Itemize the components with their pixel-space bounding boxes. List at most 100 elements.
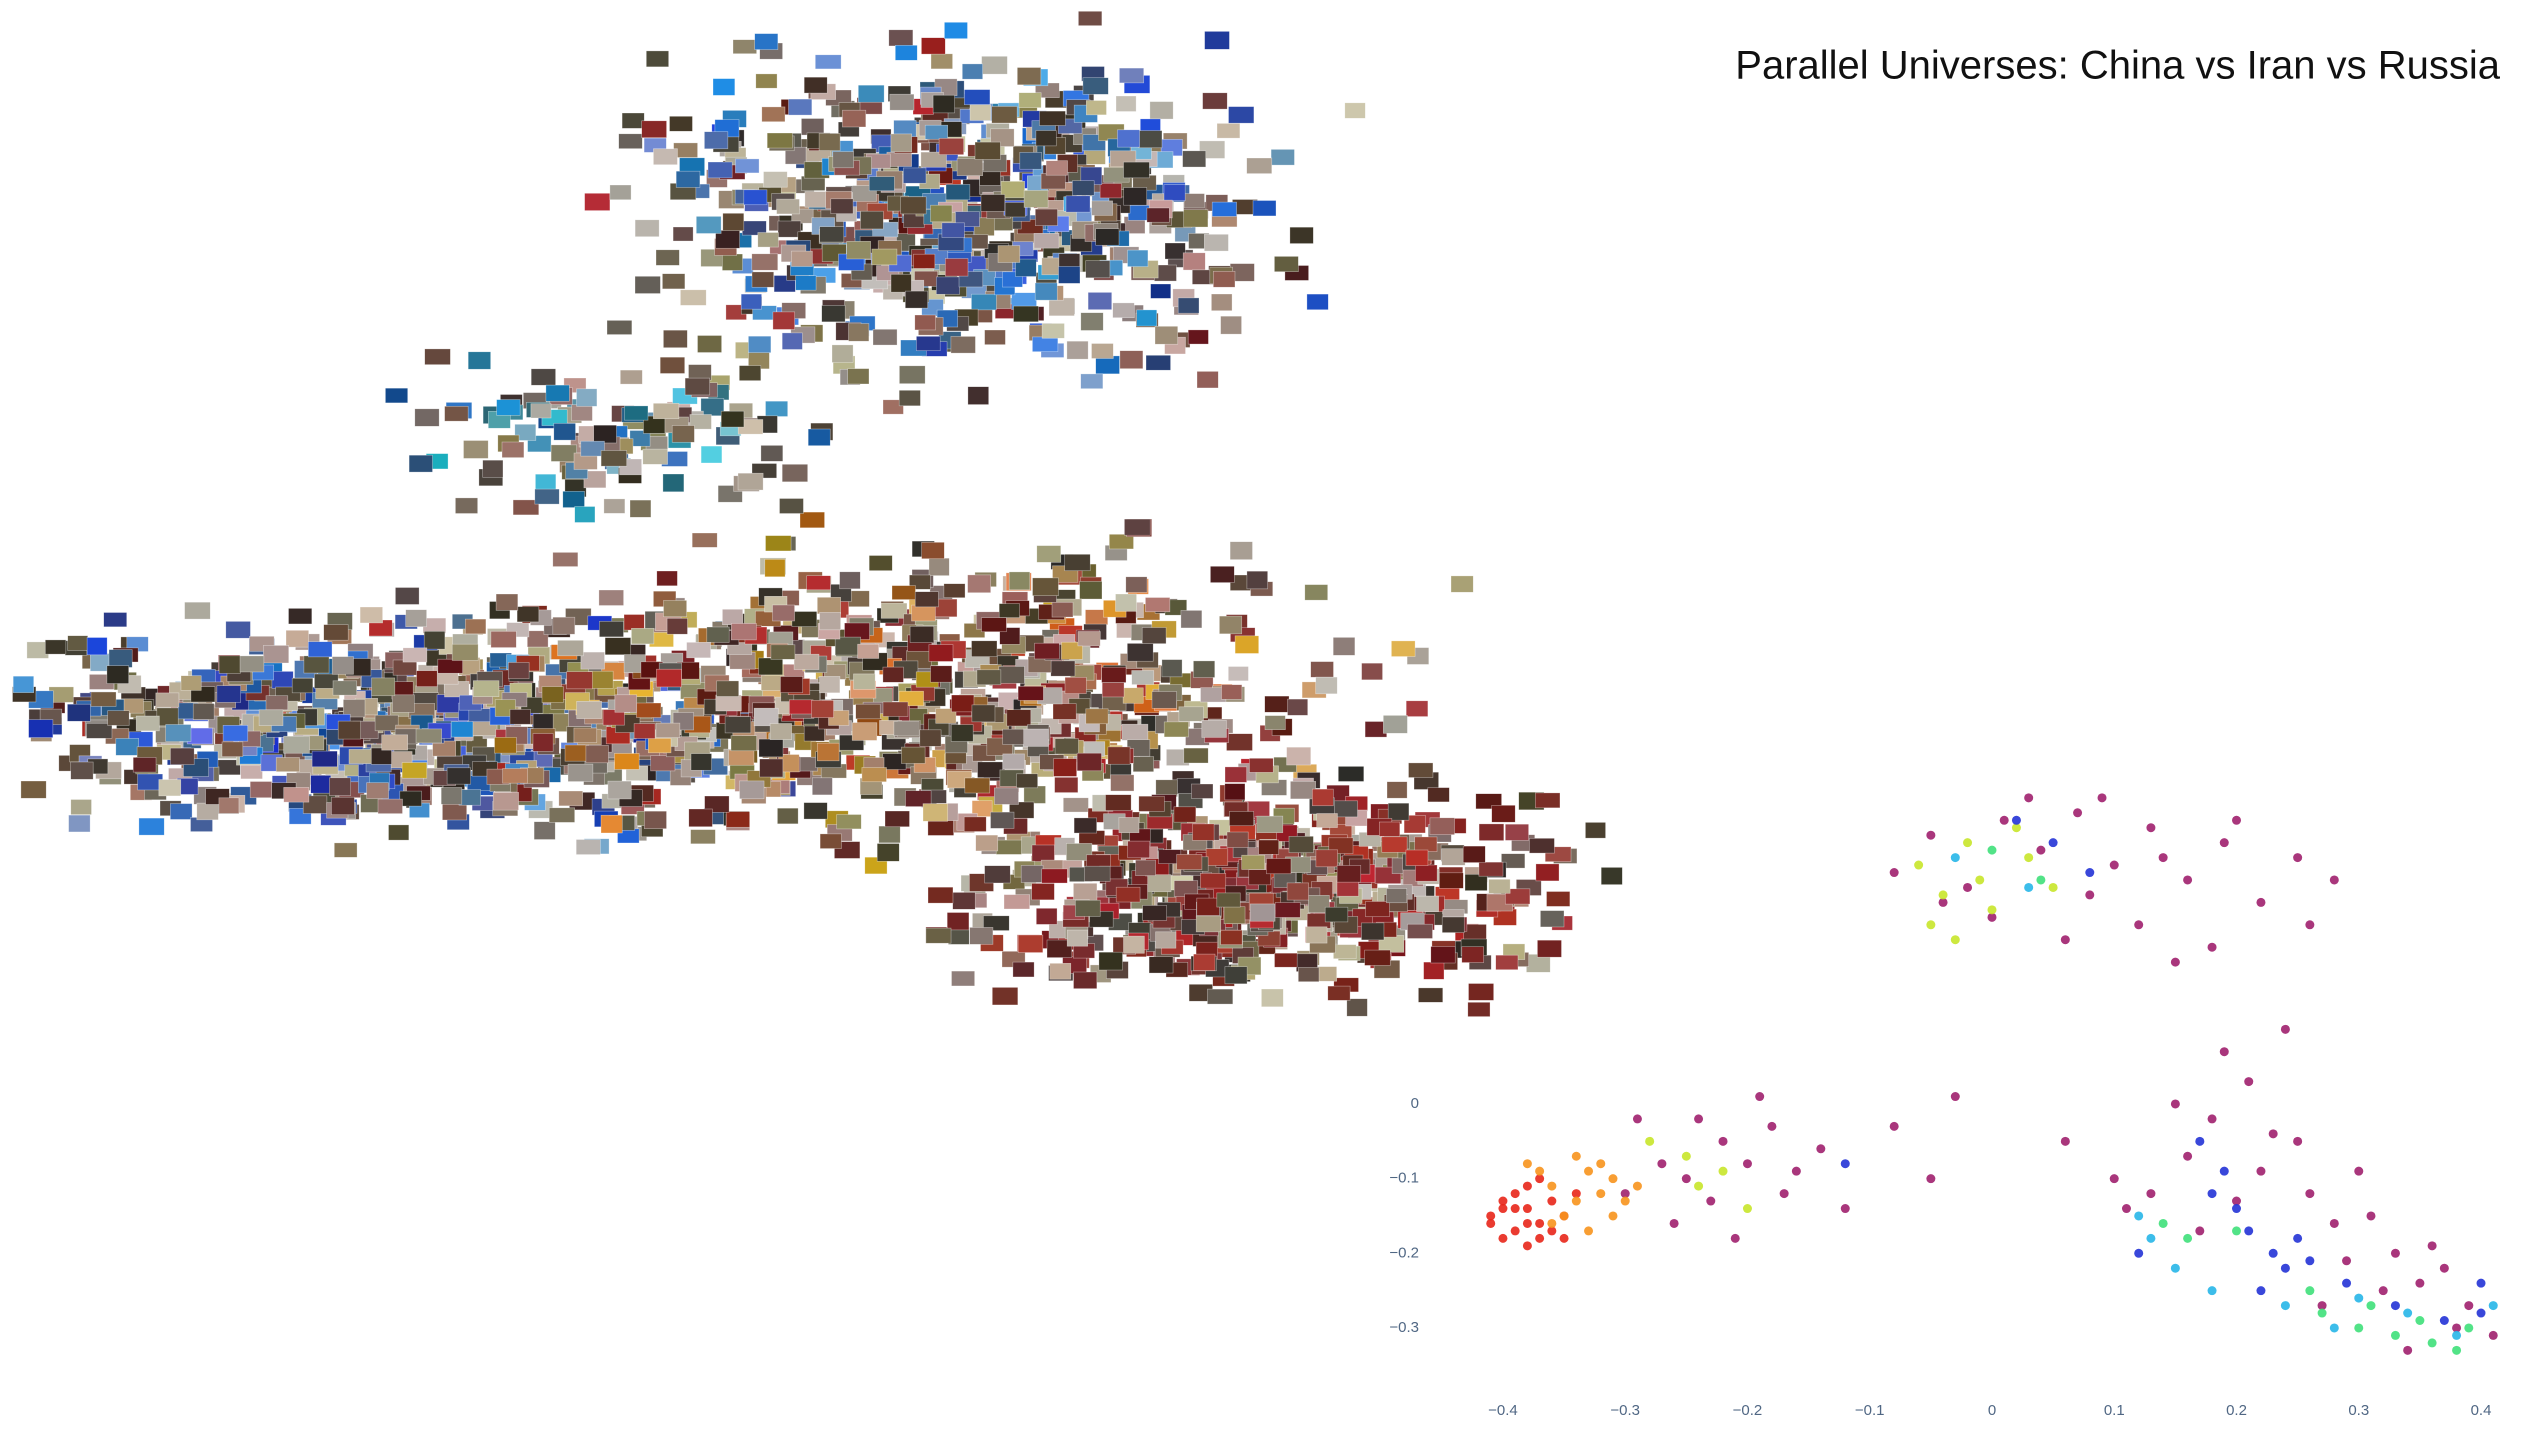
thumbnail: [1031, 883, 1055, 901]
thumbnail: [170, 803, 193, 820]
point: [2439, 1316, 2449, 1326]
thumbnail: [882, 399, 904, 415]
thumbnail: [580, 651, 605, 670]
thumbnail: [1147, 874, 1172, 893]
thumbnail: [1163, 721, 1189, 738]
point: [2024, 793, 2034, 803]
point: [1571, 1196, 1581, 1206]
point: [2305, 1256, 2315, 1266]
thumbnail: [553, 422, 576, 441]
thumbnail: [1052, 703, 1077, 720]
point: [1547, 1226, 1557, 1236]
thumbnail: [1058, 253, 1081, 269]
thumbnail: [158, 779, 182, 797]
thumbnail: [974, 141, 1001, 160]
thumbnail: [1076, 752, 1102, 772]
thumbnail: [1045, 160, 1068, 176]
thumbnail: [821, 305, 846, 323]
thumbnail: [818, 133, 841, 151]
thumbnail: [1535, 792, 1561, 809]
thumbnail: [951, 694, 975, 713]
x-tick-label: 0.2: [2226, 1402, 2247, 1419]
thumbnail: [1261, 988, 1284, 1008]
thumbnail: [1332, 637, 1356, 656]
thumbnail: [381, 734, 408, 751]
thumbnail: [1119, 67, 1145, 84]
thumbnail: [558, 790, 584, 807]
thumbnail: [1183, 193, 1205, 209]
thumbnail: [1205, 848, 1229, 866]
thumbnail: [1085, 708, 1109, 725]
thumbnail: [1031, 844, 1055, 862]
x-tick-label: 0: [1988, 1402, 1996, 1419]
point: [2183, 1233, 2193, 1243]
thumbnail: [86, 637, 108, 656]
point: [2317, 1301, 2327, 1311]
thumbnail: [1064, 676, 1087, 694]
thumbnail: [184, 601, 211, 620]
thumbnail: [633, 723, 656, 739]
point: [2415, 1278, 2425, 1288]
thumbnail: [1228, 666, 1249, 682]
thumbnail: [998, 603, 1020, 618]
thumbnail: [876, 843, 900, 862]
thumbnail: [748, 335, 772, 353]
thumbnail: [490, 630, 517, 648]
thumbnail: [1003, 894, 1030, 910]
point: [1938, 890, 1948, 900]
thumbnail: [1386, 888, 1408, 904]
thumbnail: [684, 377, 711, 396]
thumbnail: [156, 707, 179, 727]
thumbnail: [1429, 817, 1455, 835]
point: [1535, 1218, 1545, 1228]
thumbnail: [803, 802, 828, 820]
thumbnail: [1061, 641, 1083, 660]
point: [1742, 1159, 1752, 1169]
thumbnail: [1000, 181, 1025, 199]
thumbnail: [1537, 939, 1562, 958]
thumbnail: [690, 829, 716, 845]
point: [1914, 860, 1924, 870]
thumbnail: [722, 213, 745, 232]
thumbnail: [337, 720, 361, 740]
thumbnail: [967, 574, 991, 594]
thumbnail: [659, 356, 685, 374]
point: [2403, 1308, 2413, 1318]
thumbnail: [580, 440, 605, 457]
thumbnail: [990, 811, 1015, 829]
point: [1840, 1159, 1850, 1169]
thumbnail: [535, 473, 557, 491]
point: [2207, 1286, 2217, 1296]
thumbnail: [891, 585, 916, 600]
point: [2280, 1024, 2290, 1034]
thumbnail: [634, 219, 660, 237]
point: [2232, 1226, 2242, 1236]
thumbnail: [765, 535, 792, 552]
point: [1584, 1166, 1594, 1176]
thumbnail: [803, 725, 825, 742]
thumbnail: [930, 53, 953, 70]
thumbnail: [743, 189, 768, 206]
thumbnail: [690, 753, 712, 771]
point: [1938, 897, 1948, 907]
thumbnail: [1148, 956, 1174, 974]
point: [1889, 868, 1899, 878]
thumbnail: [836, 814, 862, 830]
thumbnail: [1145, 354, 1171, 371]
thumbnail: [170, 747, 195, 765]
thumbnail: [221, 741, 244, 757]
thumbnail: [1105, 794, 1132, 811]
thumbnail: [575, 839, 601, 855]
thumbnail: [501, 441, 525, 458]
thumbnail: [991, 106, 1018, 124]
thumbnail: [1002, 753, 1025, 770]
thumbnail: [67, 635, 89, 651]
thumbnail: [751, 271, 775, 288]
thumbnail: [155, 692, 180, 708]
thumbnail: [803, 76, 828, 94]
thumbnail: [725, 811, 750, 828]
thumbnail: [571, 404, 593, 422]
thumbnail: [804, 191, 828, 208]
thumbnail: [981, 55, 1008, 75]
thumbnail: [332, 680, 358, 696]
